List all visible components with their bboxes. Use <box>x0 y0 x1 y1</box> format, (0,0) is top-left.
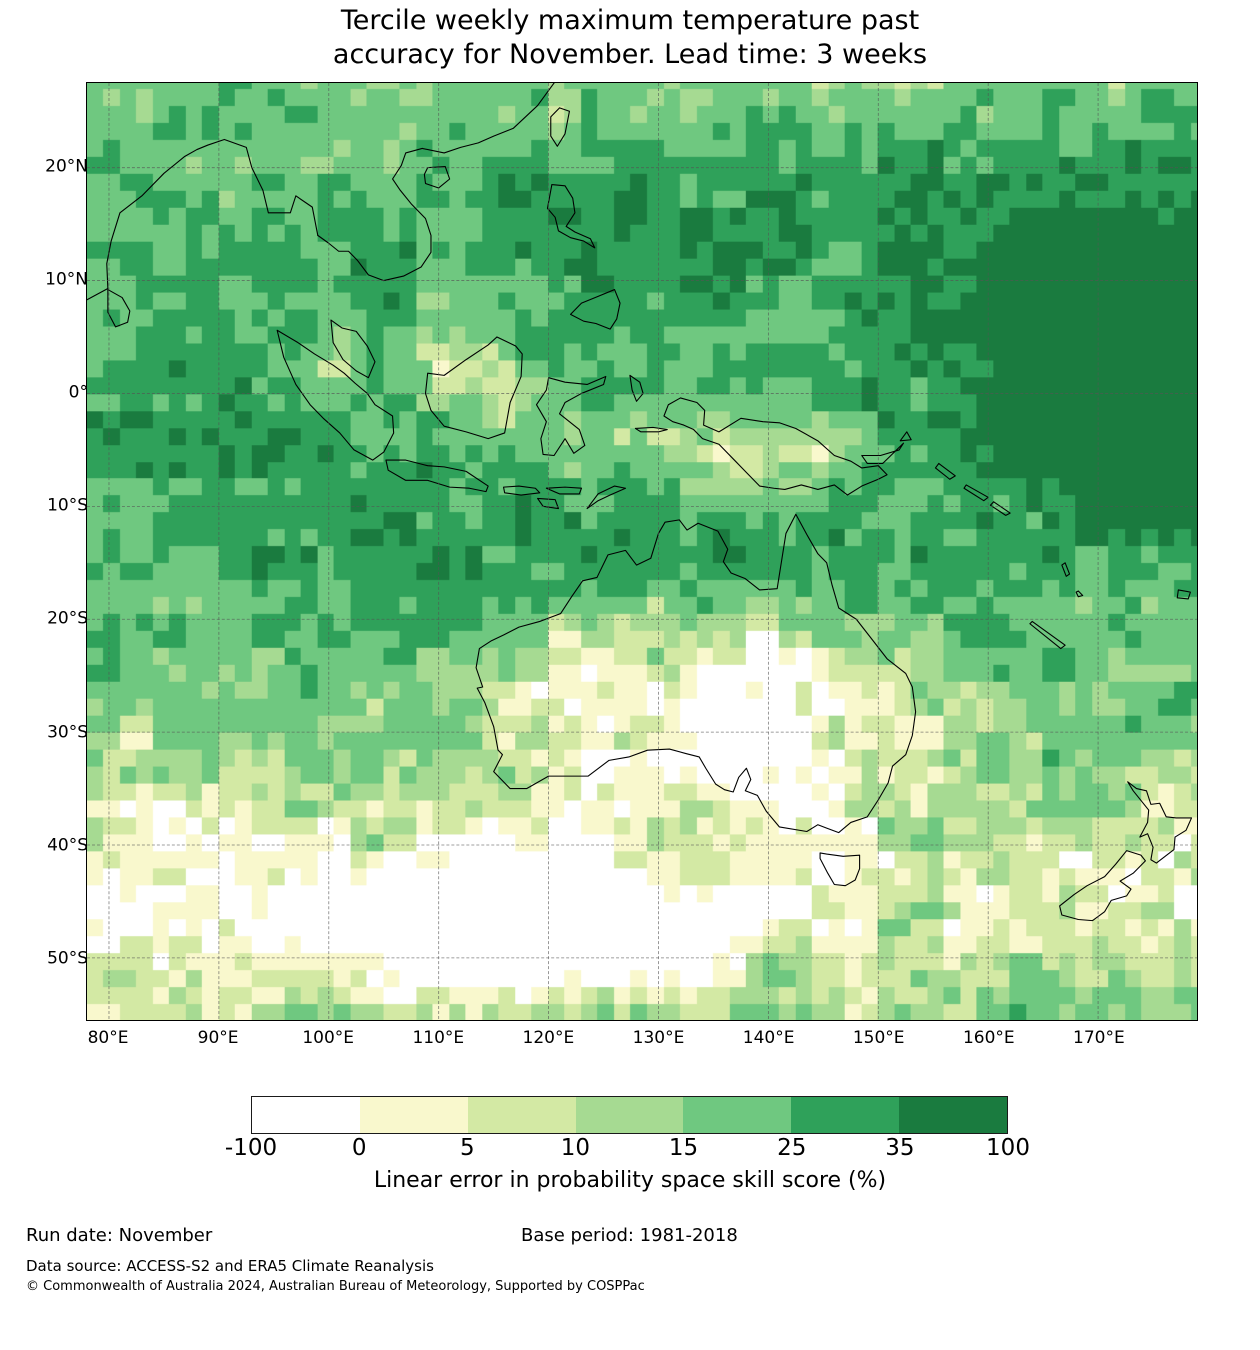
longitude-tick-9: 170°E <box>1073 1028 1125 1048</box>
colorbar-swatch-1 <box>359 1097 468 1133</box>
latitude-tick-3: 10°S <box>47 495 88 516</box>
colorbar-tick-3: 10 <box>560 1135 591 1161</box>
latitude-tick-4: 20°S <box>47 608 88 629</box>
latitude-tick-1: 10°N <box>45 269 88 290</box>
base-period-text: Base period: 1981-2018 <box>521 1225 738 1246</box>
run-date-text: Run date: November <box>26 1225 213 1246</box>
longitude-tick-3: 110°E <box>412 1028 465 1048</box>
colorbar-tick-0: -100 <box>224 1135 278 1161</box>
colorbar-tick-7: 100 <box>986 1135 1030 1161</box>
latitude-tick-6: 40°S <box>47 835 88 856</box>
latitude-tick-7: 50°S <box>47 948 88 969</box>
colorbar-tick-1: 0 <box>351 1135 367 1161</box>
colorbar-swatch-6 <box>899 1097 1008 1133</box>
longitude-tick-2: 100°E <box>302 1028 355 1048</box>
longitude-tick-7: 150°E <box>852 1028 905 1048</box>
colorbar-tick-6: 35 <box>885 1135 915 1161</box>
colorbar-container <box>251 1096 1008 1134</box>
colorbar-swatch-2 <box>467 1097 576 1133</box>
colorbar-tick-5: 25 <box>777 1135 807 1161</box>
data-source-text: Data source: ACCESS-S2 and ERA5 Climate … <box>26 1257 434 1275</box>
colorbar-axis-label: Linear error in probability space skill … <box>373 1168 887 1193</box>
colorbar-swatch-3 <box>575 1097 684 1133</box>
colorbar-tick-2: 5 <box>459 1135 475 1161</box>
latitude-tick-5: 30°S <box>47 722 88 742</box>
copyright-text: © Commonwealth of Australia 2024, Austra… <box>26 1279 645 1294</box>
longitude-tick-5: 130°E <box>632 1028 685 1048</box>
latitude-tick-2: 0° <box>68 382 88 403</box>
colorbar-swatch-0 <box>252 1097 360 1133</box>
colorbar-tick-4: 15 <box>668 1135 699 1161</box>
map-plot-area <box>86 82 1198 1021</box>
colorbar-swatch-5 <box>791 1097 900 1133</box>
latitude-tick-0: 20°N <box>45 156 88 177</box>
longitude-tick-6: 140°E <box>742 1028 795 1048</box>
longitude-tick-4: 120°E <box>522 1028 575 1048</box>
longitude-tick-8: 160°E <box>962 1028 1015 1048</box>
colorbar <box>251 1096 1008 1134</box>
longitude-tick-1: 90°E <box>197 1028 239 1048</box>
skill-score-heatmap <box>87 83 1197 1020</box>
colorbar-swatch-4 <box>683 1097 792 1133</box>
longitude-tick-0: 80°E <box>87 1028 129 1048</box>
page-title: Tercile weekly maximum temperature past … <box>332 5 928 70</box>
